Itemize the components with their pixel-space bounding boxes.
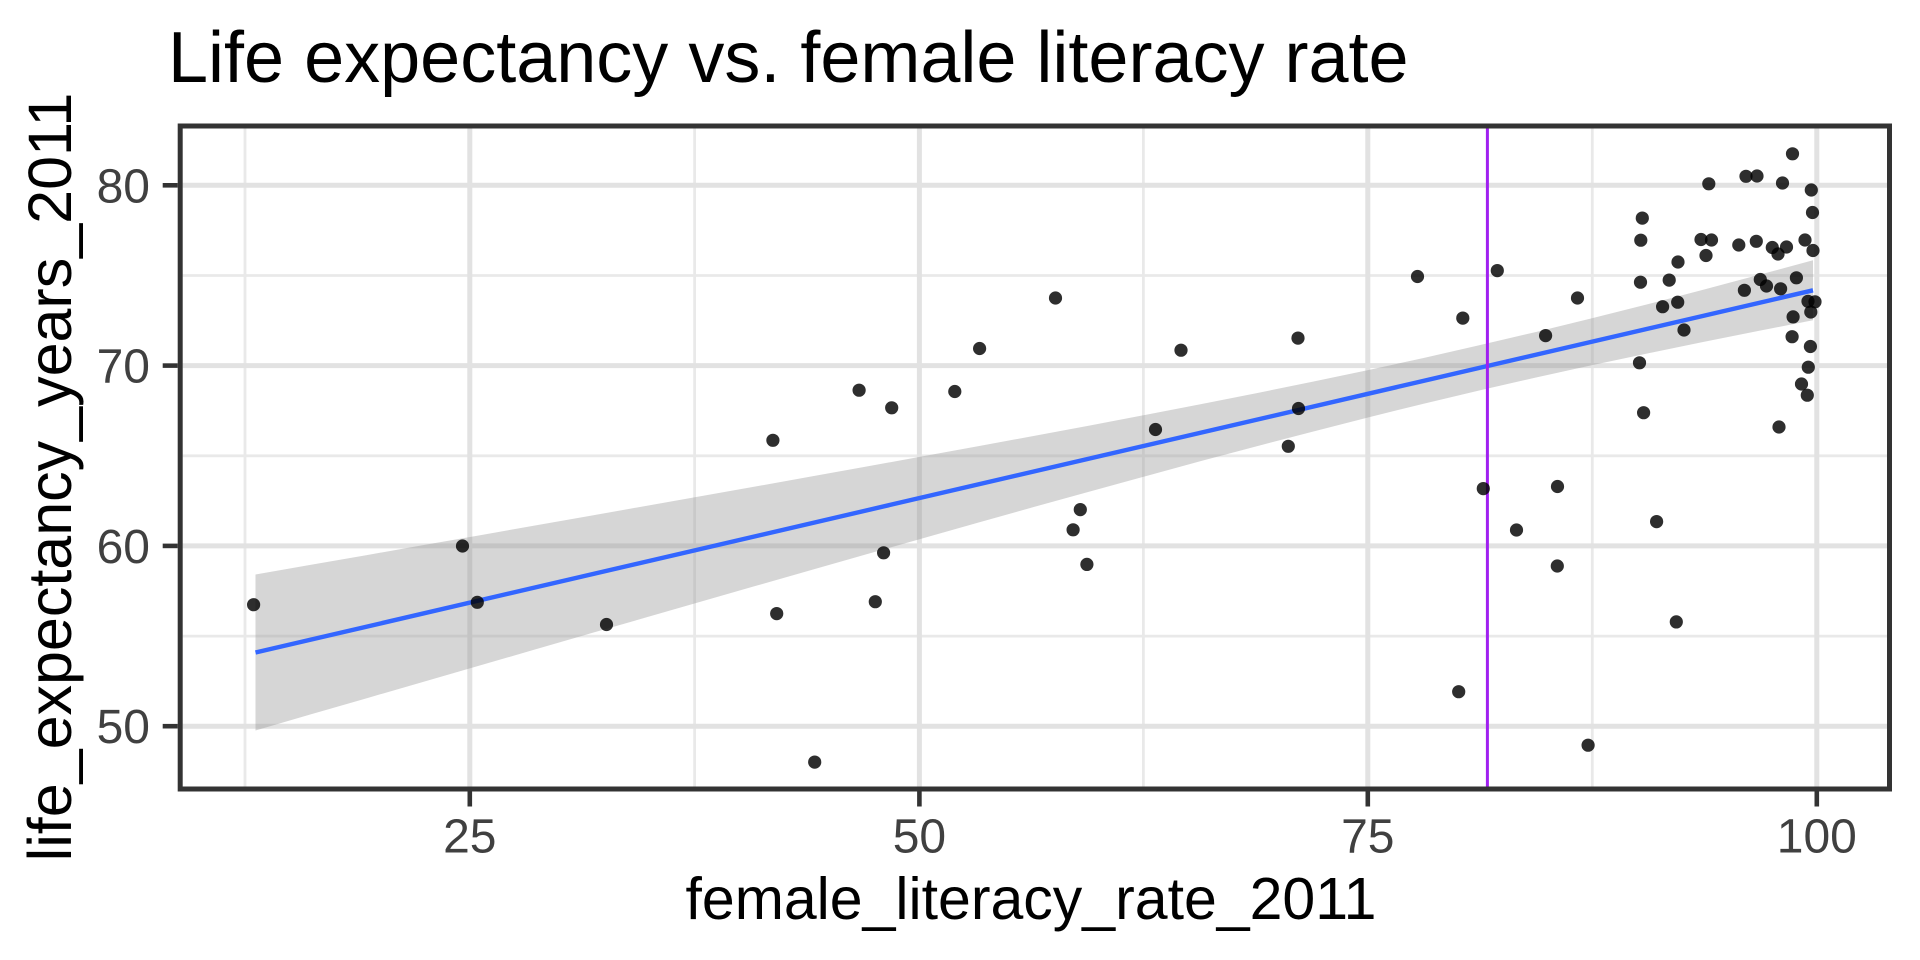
svg-text:75: 75 xyxy=(1341,811,1394,864)
svg-text:25: 25 xyxy=(443,811,496,864)
svg-text:Life expectancy vs. female lit: Life expectancy vs. female literacy rate xyxy=(168,18,1409,98)
svg-text:70: 70 xyxy=(97,341,150,394)
svg-text:100: 100 xyxy=(1777,811,1857,864)
svg-text:life_expectancy_years_2011: life_expectancy_years_2011 xyxy=(16,93,84,862)
svg-text:60: 60 xyxy=(97,521,150,574)
svg-text:female_literacy_rate_2011: female_literacy_rate_2011 xyxy=(686,866,1377,932)
svg-text:80: 80 xyxy=(97,160,150,213)
svg-text:50: 50 xyxy=(97,701,150,754)
svg-text:50: 50 xyxy=(893,811,946,864)
